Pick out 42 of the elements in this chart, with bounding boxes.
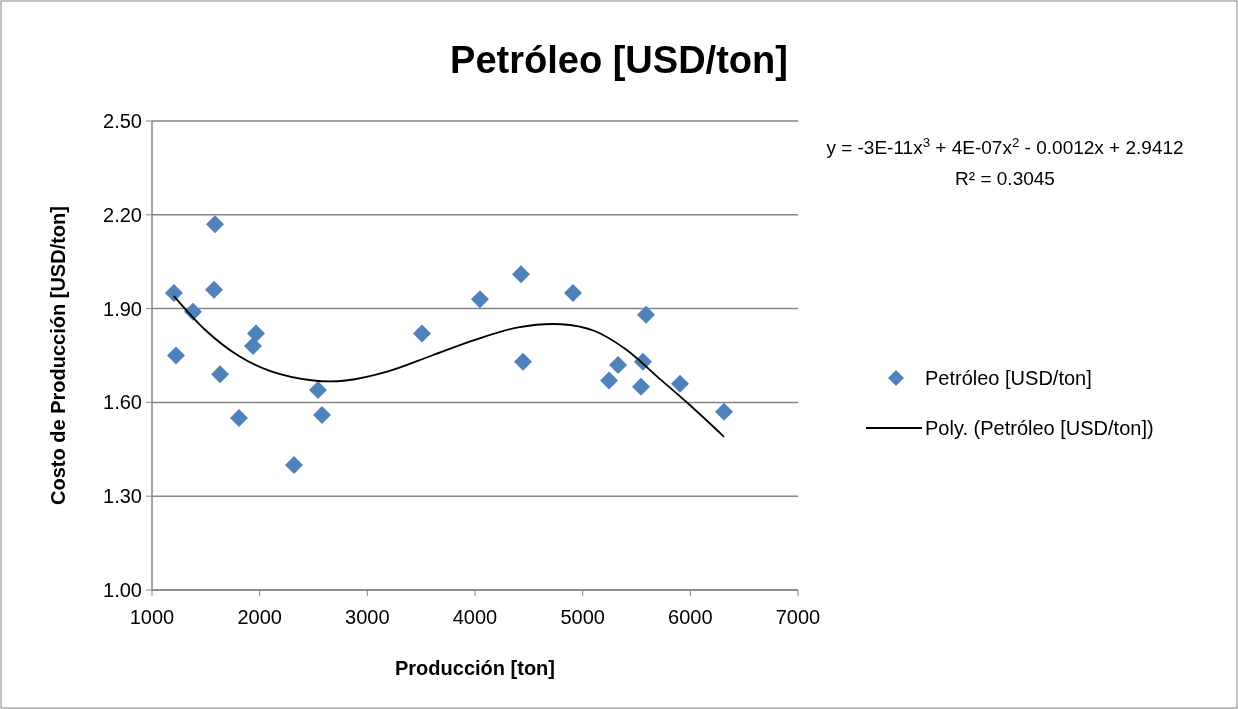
legend-label: Petróleo [USD/ton] [925,367,1092,389]
point [470,290,489,309]
y-tick-label: 1.30 [103,485,142,508]
y-tick-label: 1.60 [103,391,142,414]
y-tick-label: 1.90 [103,297,142,320]
point [229,409,248,428]
text: R² = 0.3045 [955,168,1055,189]
point [167,346,186,365]
point [715,402,734,421]
point [514,352,533,371]
x-tick-label: 1000 [129,606,175,628]
y-tick-label: 2.50 [103,110,142,132]
point [671,374,689,393]
point [205,280,224,299]
y-axis-title: Costo de Producción [USD/ton] [47,206,69,505]
text: y = -3E-11x$^{3}$ + 4E-07x$^{2}$ - 0.0012x + 2.9412 [826,134,1184,158]
y-tick-label: 2.20 [103,203,142,226]
point [247,324,266,343]
point [563,283,582,302]
x-tick-label: 3000 [345,606,390,628]
point [313,405,332,424]
point [309,380,328,399]
point [413,324,432,343]
point [164,283,183,302]
x-tick-label: 7000 [775,606,821,628]
point [511,265,530,284]
point [205,215,224,234]
point [632,377,651,396]
point [285,455,304,474]
x-tick-label: 5000 [560,606,605,628]
point [243,337,262,356]
y-tick-label: 1.00 [103,579,142,601]
legend-label: Poly. (Petróleo [USD/ton]) [925,417,1154,439]
point [211,365,230,384]
chart-title: Petróleo [USD/ton] [450,39,788,81]
x-axis-title: Producción [ton] [395,657,555,679]
point [609,355,628,374]
point [636,305,655,324]
x-tick-label: 4000 [452,606,498,628]
x-tick-label: 6000 [668,606,713,628]
x-tick-label: 2000 [237,606,282,628]
point [600,371,619,390]
